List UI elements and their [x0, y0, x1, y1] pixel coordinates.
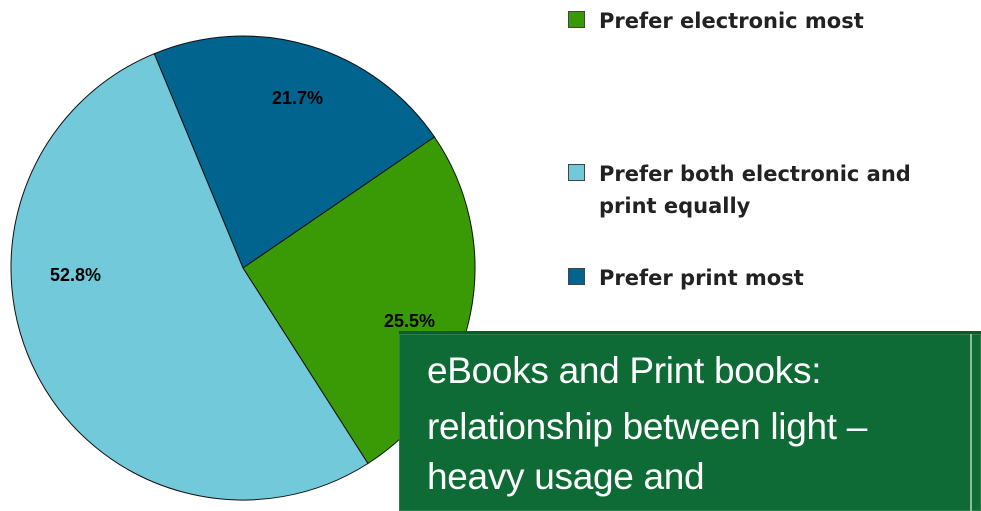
slice-print — [153, 35, 436, 269]
slice-both — [10, 53, 369, 501]
legend-label-electronic: Prefer electronic most — [599, 9, 864, 33]
chart-legend: Prefer electronic most Prefer both elect… — [568, 0, 978, 320]
slice-label-both: 52.8% — [50, 265, 101, 285]
title-overlay: eBooks and Print books: relationship bet… — [399, 331, 981, 511]
legend-swatch-print — [568, 268, 585, 285]
slice-label-electronic: 25.5% — [384, 311, 435, 331]
legend-label-print: Prefer print most — [599, 266, 804, 290]
legend-label-both: Prefer both electronic and print equally — [599, 162, 911, 218]
legend-item-print: Prefer print most — [568, 262, 969, 294]
pie-slice-labels: 21.7% 25.5% 52.8% — [50, 88, 435, 331]
title-line-3: heavy usage and — [427, 456, 705, 497]
title-divider — [970, 334, 972, 511]
legend-swatch-both — [568, 164, 585, 181]
slice-label-print: 21.7% — [272, 88, 323, 108]
title-line-1: eBooks and Print books: — [427, 350, 822, 391]
legend-swatch-electronic — [568, 11, 585, 28]
legend-item-electronic: Prefer electronic most — [568, 5, 969, 37]
legend-item-both: Prefer both electronic and print equally — [568, 158, 939, 222]
title-line-2: relationship between light – — [427, 406, 868, 447]
